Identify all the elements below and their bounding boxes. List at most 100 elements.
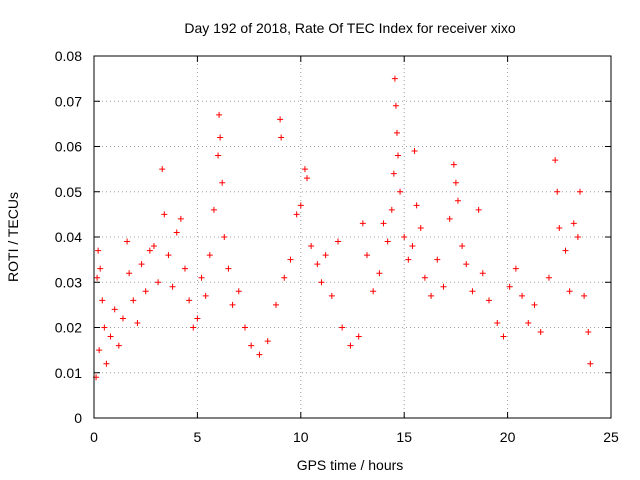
data-point: [235, 288, 242, 295]
data-point: [301, 166, 308, 173]
data-point: [380, 220, 387, 227]
data-point: [328, 292, 335, 299]
data-point: [194, 315, 201, 322]
data-point: [339, 324, 346, 331]
data-point: [134, 319, 141, 326]
data-point: [297, 202, 304, 209]
data-point: [401, 234, 408, 240]
data-point: [308, 243, 315, 250]
data-point: [450, 161, 457, 168]
data-point: [463, 261, 470, 268]
data-point: [322, 252, 329, 259]
data-point: [574, 234, 581, 240]
x-axis-label: GPS time / hours: [297, 457, 404, 473]
data-point: [459, 243, 466, 250]
data-point: [99, 297, 106, 304]
data-point: [177, 215, 184, 222]
data-point: [318, 279, 325, 286]
data-point: [241, 324, 248, 331]
x-tick-label: 5: [194, 429, 202, 445]
data-points: [93, 75, 594, 381]
data-point: [115, 342, 122, 349]
data-point: [287, 256, 294, 263]
data-point: [225, 265, 232, 272]
data-point: [370, 288, 377, 295]
data-point: [388, 206, 395, 213]
x-tick-label: 10: [293, 429, 309, 445]
data-point: [587, 360, 594, 367]
data-point: [581, 292, 588, 299]
x-tick-label: 25: [603, 429, 619, 445]
data-point: [359, 220, 366, 227]
y-tick-label: 0.06: [55, 139, 82, 155]
data-point: [413, 202, 420, 209]
data-point: [264, 338, 271, 345]
data-point: [150, 243, 157, 250]
data-point: [446, 215, 453, 222]
data-point: [256, 351, 263, 358]
data-point: [181, 265, 188, 272]
data-point: [519, 292, 526, 299]
data-point: [392, 102, 399, 109]
x-tick-label: 0: [90, 429, 98, 445]
data-point: [202, 292, 209, 299]
data-point: [142, 288, 149, 295]
data-point: [206, 252, 213, 259]
data-point: [281, 274, 288, 281]
data-point: [107, 333, 114, 340]
data-point: [566, 288, 573, 295]
y-tick-label: 0.03: [55, 274, 82, 290]
data-point: [146, 247, 153, 254]
data-point: [173, 229, 180, 236]
data-point: [512, 265, 519, 272]
data-point: [390, 170, 397, 177]
data-point: [95, 247, 102, 254]
data-point: [376, 270, 383, 277]
data-point: [190, 324, 197, 331]
y-tick-label: 0.04: [55, 229, 82, 245]
data-point: [479, 270, 486, 277]
grid: [94, 56, 611, 418]
data-point: [393, 129, 400, 136]
data-point: [485, 297, 492, 304]
data-point: [198, 274, 205, 281]
y-tick-label: 0.01: [55, 365, 82, 381]
data-point: [531, 301, 538, 308]
data-point: [405, 256, 412, 263]
data-point: [94, 274, 101, 281]
data-point: [570, 220, 577, 227]
data-point: [363, 252, 370, 259]
plot-frame: [93, 55, 612, 419]
y-tick-label: 0: [74, 410, 82, 426]
y-tick-label: 0.07: [55, 93, 82, 109]
data-point: [545, 274, 552, 281]
data-point: [394, 152, 401, 159]
data-point: [397, 188, 404, 195]
data-point: [97, 265, 104, 272]
data-point: [272, 301, 279, 308]
data-point: [554, 188, 561, 195]
data-point: [159, 166, 166, 173]
data-point: [130, 297, 137, 304]
data-point: [500, 333, 507, 340]
data-point: [355, 333, 362, 340]
data-point: [103, 360, 110, 367]
data-point: [126, 270, 133, 277]
data-point: [155, 279, 162, 286]
data-point: [278, 134, 285, 141]
data-point: [119, 315, 126, 322]
data-point: [169, 283, 176, 290]
data-point: [219, 179, 226, 186]
data-point: [552, 157, 559, 164]
data-point: [248, 342, 255, 349]
data-point: [428, 292, 435, 299]
data-point: [469, 288, 476, 295]
data-point: [111, 306, 118, 313]
data-point: [525, 319, 532, 326]
data-point: [506, 283, 513, 290]
chart-title: Day 192 of 2018, Rate Of TEC Index for r…: [184, 20, 515, 36]
data-point: [101, 324, 108, 331]
y-tick-label: 0.02: [55, 320, 82, 336]
data-point: [411, 148, 418, 155]
